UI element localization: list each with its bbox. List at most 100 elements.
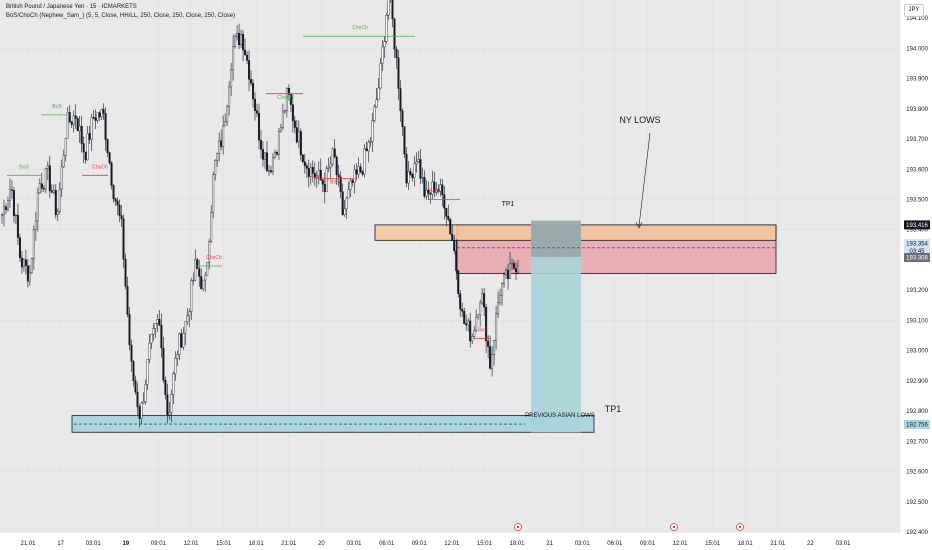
candle-body	[232, 46, 235, 71]
structure-label: ChoCh	[277, 95, 293, 101]
candle-body	[14, 214, 17, 217]
candle-body	[399, 88, 402, 111]
candle-body	[337, 174, 340, 178]
candle-body	[202, 279, 205, 290]
candle-body	[377, 87, 380, 100]
candle-body	[168, 412, 171, 416]
candle-body	[413, 163, 416, 179]
candle-body	[44, 168, 47, 190]
candle-body	[10, 189, 13, 191]
candle-body	[204, 275, 207, 281]
candle-body	[194, 259, 197, 281]
candle-body	[265, 152, 268, 171]
candle-body	[136, 391, 139, 408]
symbol-title: British Pound / Japanese Yen · 15 · ICMA…	[6, 4, 137, 10]
asian-lows-zone	[71, 415, 595, 433]
candle-body	[405, 153, 408, 184]
candle-body	[467, 320, 470, 326]
candle-body	[52, 189, 55, 193]
candle-body	[387, 0, 390, 16]
candle-body	[429, 193, 432, 195]
candle-body	[138, 406, 141, 419]
candle-body	[16, 214, 19, 238]
candle-body	[120, 215, 123, 220]
x-tick-label: 09:01	[412, 541, 428, 547]
candle-body	[321, 179, 324, 185]
candle-body	[234, 36, 237, 47]
candle-body	[427, 189, 430, 194]
candle-body	[481, 293, 484, 304]
price-label-box	[904, 246, 930, 256]
candle-body	[254, 98, 257, 111]
price-label-box	[904, 253, 930, 263]
price-label-box	[904, 220, 930, 230]
currency-button[interactable]: JPY	[904, 4, 924, 17]
candle-body	[369, 141, 372, 143]
candle-body	[269, 170, 272, 173]
candle-body	[196, 259, 199, 269]
x-tick-label: 18:01	[509, 541, 525, 547]
candle-body	[152, 328, 155, 335]
candle-body	[178, 333, 181, 355]
candle-body	[473, 330, 476, 337]
candle-body	[240, 33, 243, 46]
structure-label: ChoCh	[92, 164, 108, 170]
candle-body	[333, 148, 336, 158]
candle-body	[353, 169, 356, 183]
candle-body	[124, 258, 127, 287]
candle-body	[449, 219, 452, 235]
candle-body	[70, 121, 73, 125]
candle-body	[180, 333, 183, 348]
event-icon-dot	[672, 525, 676, 529]
candle-body	[82, 143, 85, 153]
tp1-small-label: TP1	[502, 201, 515, 208]
y-tick-label: 193.200	[906, 288, 928, 294]
y-tick-label: 194.100	[906, 16, 928, 22]
candle-body	[287, 88, 290, 95]
candle-body	[164, 379, 167, 395]
candle-body	[4, 206, 7, 210]
y-tick-label: 192.600	[906, 470, 928, 476]
candle-body	[417, 159, 420, 162]
event-icon-dot	[516, 525, 520, 529]
candle-body	[102, 109, 105, 114]
candle-body	[38, 183, 41, 194]
candle-body	[367, 142, 370, 152]
candle-body	[94, 117, 97, 121]
candle-body	[158, 319, 161, 326]
candle-body	[359, 166, 362, 172]
candle-body	[483, 293, 486, 308]
candle-body	[116, 200, 119, 206]
candle-body	[252, 83, 255, 100]
structure-label: BoS	[52, 104, 62, 110]
candle-body	[297, 131, 300, 143]
x-tick-label: 19	[122, 541, 129, 547]
candle-body	[309, 167, 312, 177]
x-tick-label: 20	[318, 541, 325, 547]
candle-body	[503, 274, 506, 284]
x-tick-label: 21:01	[281, 541, 297, 547]
structure-label: ChoCh	[352, 25, 368, 31]
candle-body	[210, 212, 213, 242]
candle-body	[293, 120, 296, 128]
candle-body	[497, 302, 500, 315]
candle-body	[465, 323, 468, 326]
candle-body	[371, 120, 374, 142]
candle-body	[148, 342, 151, 360]
x-tick-label: 17	[57, 541, 64, 547]
candle-body	[423, 177, 426, 197]
x-tick-label: 06:01	[379, 541, 395, 547]
candle-body	[345, 197, 348, 210]
y-tick-label: 192.700	[906, 439, 928, 445]
candle-body	[271, 157, 274, 173]
candle-body	[261, 149, 264, 160]
price-label: 03:45	[909, 249, 925, 255]
candle-body	[48, 165, 51, 191]
y-tick-label: 193.600	[906, 167, 928, 173]
candle-body	[303, 161, 306, 166]
y-tick-label: 193.000	[906, 349, 928, 355]
candle-body	[134, 380, 137, 393]
candle-body	[72, 115, 75, 125]
